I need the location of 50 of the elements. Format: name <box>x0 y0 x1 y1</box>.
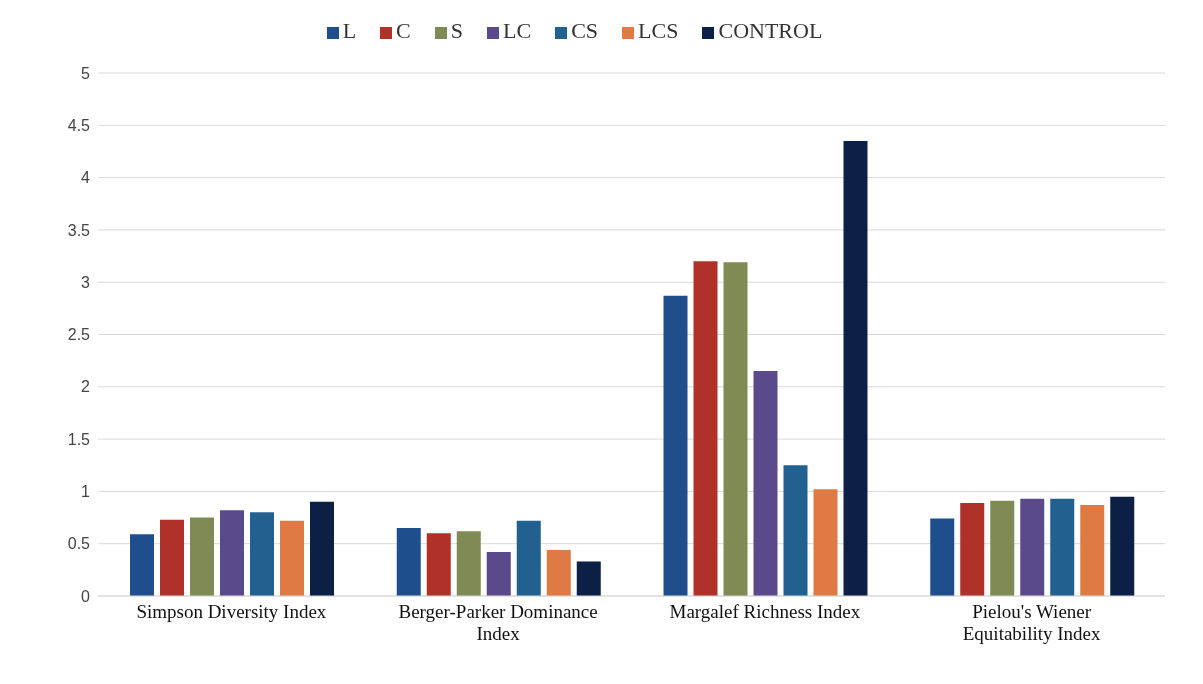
y-tick-label: 0.5 <box>67 535 91 553</box>
bar <box>783 465 808 596</box>
x-tick-label: Pielou's Wiener Equitability Index <box>962 601 1101 644</box>
x-tick-label: Berger-Parker Dominance Index <box>398 601 598 644</box>
bar <box>280 520 305 596</box>
legend-label: CS <box>571 18 599 43</box>
y-tick-label: 1.5 <box>67 430 91 448</box>
legend-label: LC <box>503 18 532 43</box>
legend-label: L <box>342 18 357 43</box>
x-tick-label: Simpson Diversity Index <box>136 601 327 622</box>
bar <box>960 502 985 596</box>
bar <box>546 549 571 596</box>
bar <box>310 501 335 596</box>
bar <box>220 510 245 596</box>
bar <box>190 517 215 596</box>
bar <box>663 295 688 596</box>
bar <box>160 519 185 596</box>
bar <box>723 262 748 596</box>
bar <box>486 552 511 596</box>
bar <box>1050 498 1075 596</box>
y-tick-label: 3 <box>81 273 91 291</box>
bar <box>130 534 155 596</box>
y-tick-label: 1 <box>81 483 91 501</box>
legend-label: CONTROL <box>718 18 823 43</box>
y-tick-label: 2.5 <box>67 326 91 344</box>
y-tick-label: 4.5 <box>67 116 91 134</box>
bar <box>843 140 868 596</box>
bar <box>576 561 601 596</box>
bar <box>990 500 1015 596</box>
legend-label: LCS <box>638 18 679 43</box>
bar <box>753 371 778 596</box>
bar <box>1080 505 1105 596</box>
y-tick-label: 5 <box>81 64 91 82</box>
legend-label: C <box>396 18 411 43</box>
x-tick-label: Margalef Richness Index <box>669 601 861 622</box>
legend-label: S <box>450 18 464 43</box>
bar <box>813 489 838 596</box>
y-tick-label: 2 <box>81 378 91 396</box>
bar <box>516 520 541 596</box>
y-tick-label: 3.5 <box>67 221 91 239</box>
bar <box>930 518 955 596</box>
bar <box>426 533 451 596</box>
bar <box>1110 496 1135 596</box>
y-tick-label: 0 <box>81 587 91 605</box>
y-tick-label: 4 <box>81 169 91 187</box>
bar <box>693 261 718 596</box>
bar <box>1020 498 1045 596</box>
bar <box>396 528 421 596</box>
bar <box>250 512 275 596</box>
bar <box>456 531 481 596</box>
